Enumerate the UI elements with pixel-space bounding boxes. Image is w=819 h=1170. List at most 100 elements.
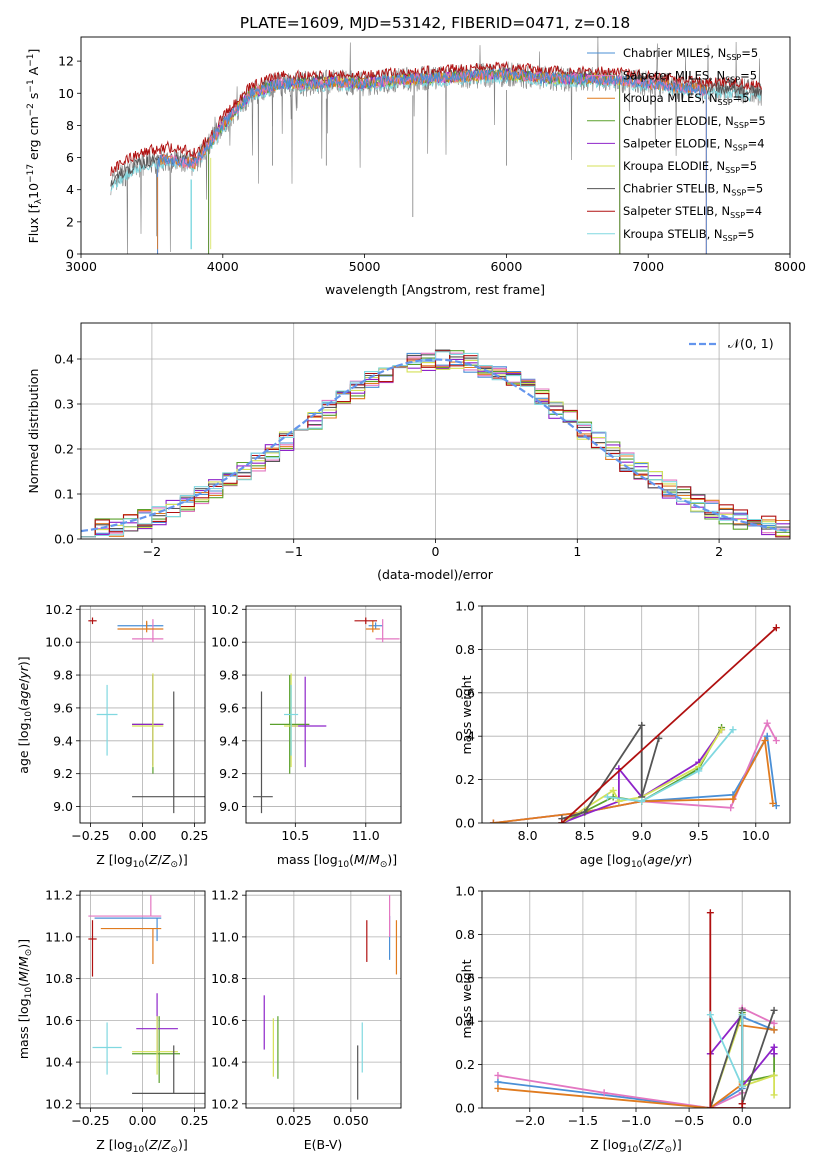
label-part: M (16, 956, 31, 967)
label-part: ( (642, 852, 647, 867)
label-part: ( (638, 1137, 643, 1152)
plot-area-mass-vs-EBV (246, 891, 401, 1108)
y-tick-label: 10.8 (45, 971, 73, 986)
x-tick-label: 9.5 (689, 828, 709, 843)
x-tick-label: 0.0 (732, 1113, 752, 1128)
y-tick-label: 11.0 (45, 929, 73, 944)
label-superscript: −17 (26, 164, 36, 183)
y-tick-label: 0.8 (455, 642, 475, 657)
label-subscript: SSP (723, 234, 738, 243)
y-tick-label: 11.0 (211, 929, 239, 944)
label-part: =5 (738, 227, 755, 241)
y-tick-label: 8 (66, 118, 74, 133)
label-part: Salpeter ELODIE, N (623, 136, 733, 150)
label-part: ] (26, 49, 41, 54)
mass-weight-marker (770, 1091, 778, 1099)
y-tick-label: 10.0 (45, 635, 73, 650)
label-part: )] (16, 656, 31, 666)
y-tick-label: 0.8 (455, 927, 475, 942)
label-part: M (369, 852, 380, 867)
label-part: Z (148, 1137, 158, 1152)
mass-weight-marker (600, 1089, 608, 1097)
label-part: age [log (580, 852, 631, 867)
y-tick-label: 10.2 (211, 1096, 239, 1111)
y-tick-label: 10.0 (211, 635, 239, 650)
y-tick-label: 6 (66, 150, 74, 165)
legend-entry: Kroupa STELIB, NSSP=5 (623, 227, 754, 243)
y-axis-label: Normed distribution (26, 369, 41, 494)
y-tick-label: 11.2 (211, 888, 239, 903)
mass-weight-marker (489, 819, 497, 823)
label-subscript: SSP (725, 166, 740, 175)
y-tick-label: 2 (66, 214, 74, 229)
axes-mass-weight-vs-Z: −2.0 −1.5 −1.0 −0.5 0.0 0.0 0.2 0.4 0.6 0.8 1.0 Z [… (455, 884, 791, 1155)
mass-weight-line (709, 912, 744, 1108)
label-subscript: ⊙ (380, 860, 388, 870)
mass-weight-marker (706, 909, 714, 917)
axes-frame (481, 605, 791, 824)
axes-frame (80, 322, 791, 540)
label-part: ) (687, 852, 692, 867)
mass-weight-marker (738, 1082, 746, 1090)
x-tick-label: 5000 (349, 259, 381, 274)
label-part: Z (655, 1137, 665, 1152)
label-superscript: −1 (26, 54, 36, 67)
y-tick-label: 9.2 (219, 766, 239, 781)
label-subscript: SSP (734, 121, 749, 130)
x-tick-label: 9.0 (632, 828, 652, 843)
label-part: / (16, 678, 31, 683)
label-subscript: ⊙ (24, 949, 34, 957)
label-superscript: −1 (26, 79, 36, 92)
label-part: ( (16, 706, 31, 711)
label-part: mass [log (16, 998, 31, 1059)
x-tick-label: 0.050 (333, 1113, 369, 1128)
x-tick-label: 4000 (207, 259, 239, 274)
y-tick-label: 9.4 (53, 733, 73, 748)
y-tick-label: 10.2 (211, 602, 239, 617)
label-part: Salpeter STELIB, N (623, 204, 730, 218)
axes-frame (481, 890, 791, 1109)
y-tick-label: 12 (58, 54, 74, 69)
label-part: =5 (749, 114, 766, 128)
mass-weight-marker (494, 1071, 502, 1079)
mass-weight-marker (706, 1104, 714, 1108)
label-part: =5 (733, 91, 750, 105)
label-subscript: ⊙ (170, 1145, 178, 1155)
y-tick-label: 0.2 (54, 442, 74, 457)
axes-frame (245, 605, 402, 824)
legend-entry: 𝒩(0, 1) (728, 336, 774, 351)
plots-layer: 3000 4000 5000 6000 7000 8000024681012wavelen… (16, 36, 806, 1155)
legend-entry: Salpeter MILES, NSSP=5 (623, 69, 757, 85)
x-axis-label: Z [log10(Z/Z⊙)] (96, 852, 188, 870)
y-tick-label: 9.4 (219, 733, 239, 748)
label-part: =5 (740, 69, 757, 83)
label-subscript: ⊙ (664, 1145, 672, 1155)
mass-weight-line (561, 729, 723, 823)
y-axis-label: age [log10(age/yr)] (16, 656, 34, 773)
label-part: )] (178, 1137, 188, 1152)
y-tick-label: 10.6 (211, 1013, 239, 1028)
label-part: / (158, 852, 163, 867)
label-part: Z (161, 1137, 171, 1152)
y-tick-label: 10 (58, 86, 74, 101)
label-subscript: SSP (731, 189, 746, 198)
mass-weight-marker (769, 799, 777, 807)
mass-weight-marker (763, 719, 771, 727)
plot-area-mass-weight-vs-Z (482, 891, 790, 1108)
mass-weight-line (497, 1006, 775, 1108)
y-tick-label: 10.8 (211, 971, 239, 986)
plot-area-spectrum (110, 37, 763, 254)
label-subscript: λ (34, 198, 44, 204)
label-part: / (671, 852, 676, 867)
label-part: age (647, 852, 671, 867)
mass-weight-marker (772, 624, 780, 632)
legend-entry: Chabrier MILES, NSSP=5 (623, 46, 758, 62)
x-axis-label: Z [log10(Z/Z⊙)] (590, 1137, 682, 1155)
mass-weight-marker (609, 786, 617, 794)
x-tick-label: −1.0 (621, 1113, 651, 1128)
y-tick-label: 0.3 (54, 397, 74, 412)
plot-area-mass-vs-Z (80, 891, 205, 1108)
label-part: Kroupa ELODIE, N (623, 159, 725, 173)
y-tick-label: 1.0 (455, 884, 475, 899)
mass-weight-marker (638, 721, 646, 729)
